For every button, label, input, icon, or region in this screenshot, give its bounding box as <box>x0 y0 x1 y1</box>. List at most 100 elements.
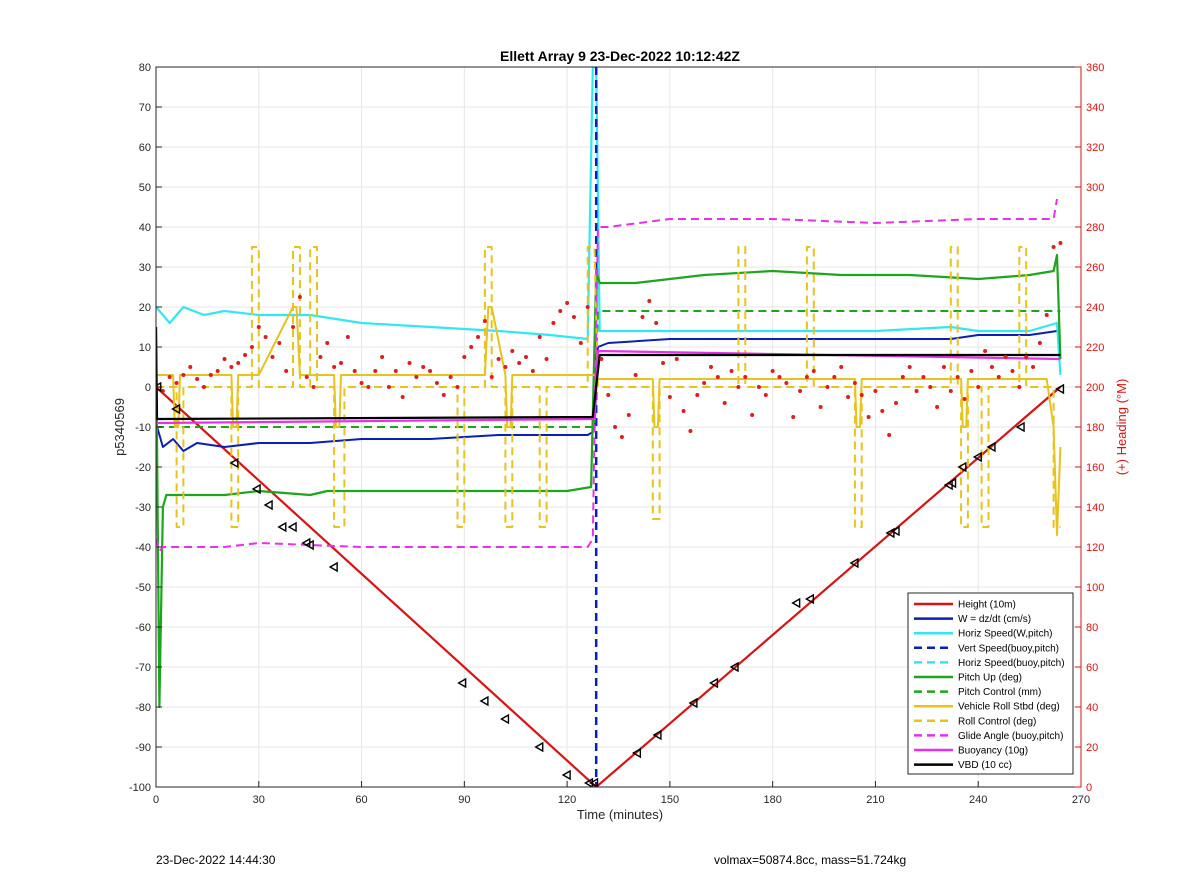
heading-point <box>256 325 261 329</box>
dive-marker <box>229 457 239 469</box>
heading-point <box>681 409 686 413</box>
heading-point <box>558 309 563 313</box>
heading-point <box>955 375 960 379</box>
heading-point <box>818 405 823 409</box>
legend-entry: Buoyancy (10g) <box>958 746 1028 757</box>
y2-tick-label: 300 <box>1086 182 1104 194</box>
heading-point <box>695 393 700 397</box>
heading-point <box>1058 241 1063 245</box>
y-tick-label: 60 <box>139 142 151 154</box>
dive-marker <box>986 441 996 453</box>
heading-point <box>455 385 460 389</box>
y-tick-label: -50 <box>135 582 151 594</box>
heading-point <box>798 389 803 393</box>
heading-point <box>777 375 782 379</box>
heading-point <box>900 375 905 379</box>
heading-point <box>722 401 727 405</box>
footer-volmax-mass: volmax=50874.8cc, mass=51.724kg <box>714 853 907 867</box>
y-tick-label: 70 <box>139 102 151 114</box>
heading-point <box>386 385 391 389</box>
heading-point <box>654 321 659 325</box>
heading-point <box>880 409 885 413</box>
heading-point <box>284 369 289 373</box>
heading-point <box>188 365 193 369</box>
dive-marker <box>947 477 957 489</box>
heading-point <box>407 361 412 365</box>
x-tick-label: 0 <box>153 794 159 806</box>
heading-point <box>270 355 275 359</box>
y2-tick-label: 20 <box>1086 742 1098 754</box>
heading-point <box>332 365 337 369</box>
heading-point <box>393 369 398 373</box>
dive-marker <box>251 483 261 495</box>
heading-point <box>544 357 549 361</box>
heading-point <box>160 389 165 393</box>
heading-point <box>1031 365 1036 369</box>
heading-point <box>1051 245 1056 249</box>
y2-tick-label: 240 <box>1086 302 1104 314</box>
dive-marker <box>277 521 287 533</box>
heading-point <box>201 385 206 389</box>
x-tick-label: 60 <box>355 794 367 806</box>
heading-point <box>195 377 200 381</box>
legend-entry: Roll Control (deg) <box>958 716 1036 727</box>
dive-marker <box>849 557 859 569</box>
heading-point <box>366 385 371 389</box>
heading-point <box>565 301 570 305</box>
y2-tick-label: 140 <box>1086 502 1104 514</box>
y2-tick-label: 180 <box>1086 422 1104 434</box>
y-tick-label: -20 <box>135 462 151 474</box>
heading-point <box>524 355 528 359</box>
heading-point <box>530 369 535 373</box>
heading-point <box>839 365 844 369</box>
y-tick-label: 30 <box>139 262 151 274</box>
heading-point <box>894 401 898 405</box>
heading-point <box>729 369 734 373</box>
heading-point <box>489 375 494 379</box>
heading-point <box>496 357 501 361</box>
x-tick-label: 270 <box>1072 794 1090 806</box>
x-tick-label: 210 <box>866 794 884 806</box>
heading-point <box>428 369 433 373</box>
heading-point <box>688 429 693 433</box>
heading-point <box>996 375 1001 379</box>
heading-point <box>804 375 809 379</box>
heading-point <box>626 413 631 417</box>
heading-point <box>962 397 967 401</box>
legend-entry: W = dz/dt (cm/s) <box>958 614 1031 625</box>
heading-point <box>640 315 645 319</box>
dive-marker <box>287 521 297 533</box>
y2-tick-label: 200 <box>1086 382 1104 394</box>
y-tick-label: 10 <box>139 342 151 354</box>
dive-marker <box>957 461 967 473</box>
heading-point <box>400 395 405 399</box>
heading-point <box>222 357 227 361</box>
heading-point <box>832 375 837 379</box>
x-tick-label: 30 <box>253 794 265 806</box>
dive-marker <box>457 677 467 689</box>
heading-point <box>421 365 426 369</box>
dive-marker <box>885 527 895 539</box>
heading-point <box>263 335 268 339</box>
heading-point <box>921 375 926 379</box>
heading-point <box>551 321 556 325</box>
heading-point <box>770 369 775 373</box>
heading-point <box>633 373 638 377</box>
heading-point <box>208 373 213 377</box>
y2-tick-label: 0 <box>1086 782 1092 794</box>
y2-tick-label: 260 <box>1086 262 1104 274</box>
heading-point <box>1037 341 1042 345</box>
heading-point <box>914 389 919 393</box>
y-tick-label: -10 <box>135 422 151 434</box>
heading-point <box>928 385 933 389</box>
legend-entry: Horiz Speed(buoy,pitch) <box>958 658 1065 669</box>
heading-point <box>811 369 816 373</box>
heading-point <box>983 349 988 353</box>
heading-point <box>613 425 618 429</box>
heading-point <box>1044 313 1049 317</box>
heading-point <box>181 373 186 377</box>
y2-tick-label: 320 <box>1086 142 1104 154</box>
heading-point <box>517 361 522 365</box>
legend-entry: Pitch Up (deg) <box>958 673 1022 684</box>
